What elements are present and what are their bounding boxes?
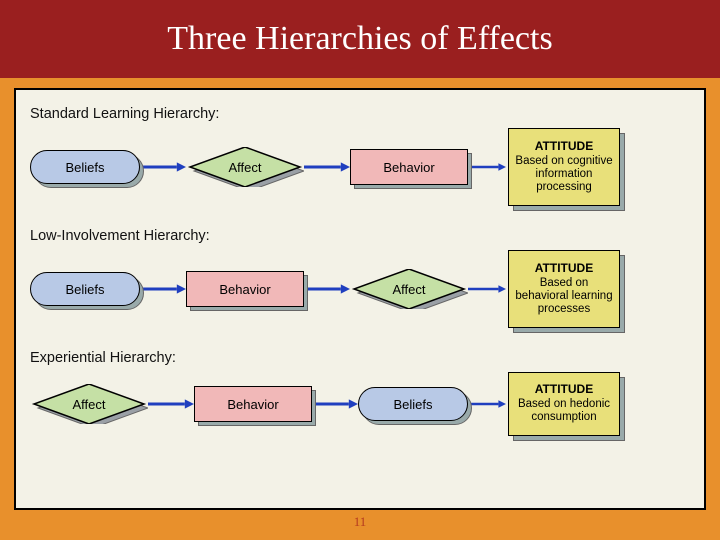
node-oval: Beliefs — [30, 150, 140, 184]
slide: Three Hierarchies of Effects Standard Le… — [0, 0, 720, 540]
outcome-body: Based on cognitive information processin… — [515, 155, 613, 195]
arrow-icon — [468, 160, 506, 174]
arrow-icon — [468, 282, 506, 296]
flow-row: Beliefs Affect Behavior ATTITUDE Based o… — [24, 128, 696, 206]
arrow-icon — [148, 397, 194, 411]
outcome-box: ATTITUDE Based on cognitive information … — [508, 128, 620, 206]
outcome-title: ATTITUDE — [535, 262, 593, 276]
flow-row: Affect Behavior Beliefs ATTITUDE Based o… — [24, 372, 696, 436]
node-label: Behavior — [219, 282, 270, 297]
arrow-icon — [140, 282, 186, 296]
node-label: Affect — [228, 160, 261, 175]
hierarchy-label: Low-Involvement Hierarchy: — [30, 228, 696, 244]
node-oval: Beliefs — [30, 272, 140, 306]
node-rect: Behavior — [194, 386, 312, 422]
outcome-body: Based on hedonic consumption — [515, 398, 613, 424]
outcome-box: ATTITUDE Based on behavioral learning pr… — [508, 250, 620, 328]
arrow-icon — [304, 160, 350, 174]
title-band: Three Hierarchies of Effects — [0, 0, 720, 78]
node-oval: Beliefs — [358, 387, 468, 421]
outcome-title: ATTITUDE — [535, 383, 593, 397]
slide-title: Three Hierarchies of Effects — [167, 20, 552, 58]
page-number: 11 — [14, 510, 706, 536]
node-rect: Behavior — [350, 149, 468, 185]
outcome-title: ATTITUDE — [535, 140, 593, 154]
flow-row: Beliefs Behavior Affect ATTITUDE Based o… — [24, 250, 696, 328]
node-diamond: Affect — [30, 384, 148, 424]
hierarchy-label: Standard Learning Hierarchy: — [30, 106, 696, 122]
hierarchy-label: Experiential Hierarchy: — [30, 350, 696, 366]
node-label: Beliefs — [65, 160, 104, 175]
node-label: Beliefs — [393, 397, 432, 412]
arrow-icon — [312, 397, 358, 411]
arrow-icon — [140, 160, 186, 174]
arrow-icon — [304, 282, 350, 296]
arrow-icon — [468, 397, 506, 411]
content-area: Standard Learning Hierarchy: Beliefs Aff… — [0, 78, 720, 540]
node-diamond: Affect — [350, 269, 468, 309]
node-rect: Behavior — [186, 271, 304, 307]
node-label: Behavior — [227, 397, 278, 412]
node-label: Behavior — [383, 160, 434, 175]
node-label: Beliefs — [65, 282, 104, 297]
diagram-panel: Standard Learning Hierarchy: Beliefs Aff… — [14, 88, 706, 510]
outcome-box: ATTITUDE Based on hedonic consumption — [508, 372, 620, 436]
node-diamond: Affect — [186, 147, 304, 187]
outcome-body: Based on behavioral learning processes — [515, 277, 613, 317]
node-label: Affect — [392, 282, 425, 297]
node-label: Affect — [72, 397, 105, 412]
